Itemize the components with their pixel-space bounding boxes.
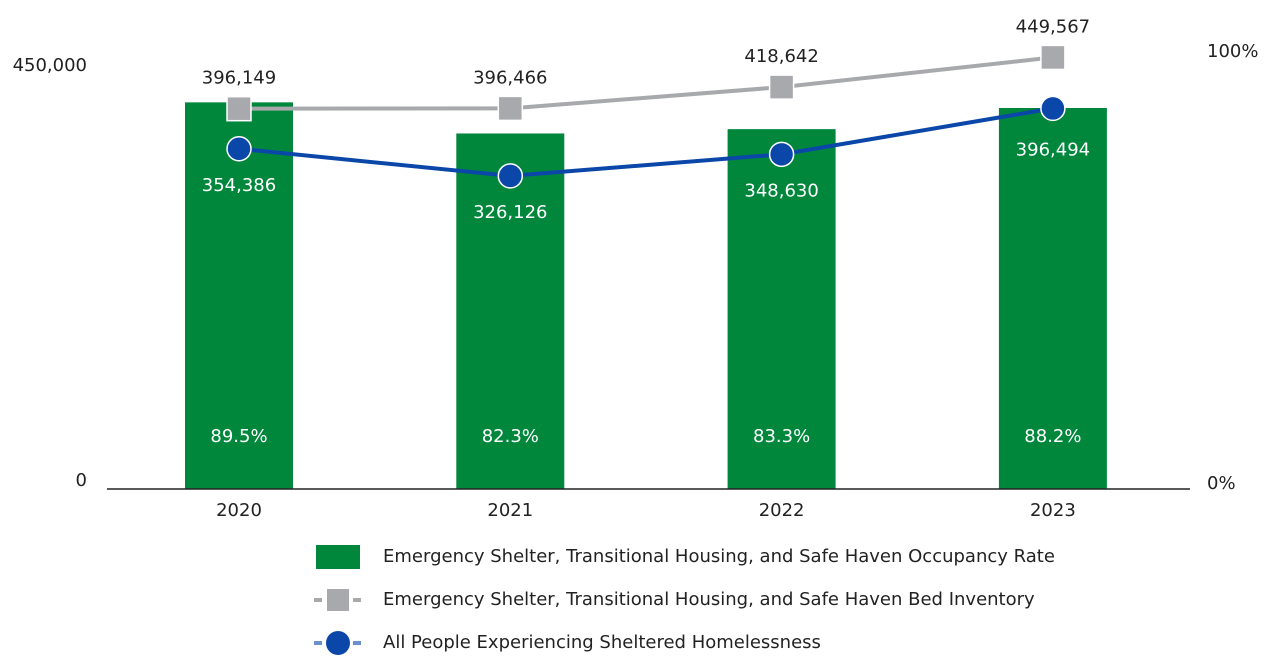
marker <box>1040 44 1066 71</box>
y2-tick-label: 0% <box>1207 473 1236 494</box>
bar-label: 89.5% <box>210 426 267 447</box>
marker <box>1040 95 1066 122</box>
data-label: 354,386 <box>202 175 276 196</box>
marker <box>768 74 795 100</box>
marker <box>226 95 252 122</box>
data-label: 326,126 <box>473 202 547 223</box>
legend-label: Emergency Shelter, Transitional Housing,… <box>383 546 1055 567</box>
marker <box>497 95 524 122</box>
legend-swatch <box>316 545 360 569</box>
legend-label: All People Experiencing Sheltered Homele… <box>383 632 821 653</box>
legend-label: Emergency Shelter, Transitional Housing,… <box>383 589 1035 610</box>
marker <box>497 163 524 189</box>
data-label: 449,567 <box>1016 16 1090 37</box>
x-tick-label: 2022 <box>759 500 805 521</box>
bar <box>998 107 1107 489</box>
y2-tick-label: 100% <box>1207 41 1258 62</box>
line <box>238 106 1054 178</box>
data-label: 396,494 <box>1016 139 1090 160</box>
legend-marker <box>327 589 349 611</box>
x-tick-label: 2021 <box>487 500 533 521</box>
marker <box>226 136 252 162</box>
x-tick-label: 2023 <box>1030 500 1076 521</box>
line <box>238 55 1054 111</box>
y-tick-label: 450,000 <box>13 55 87 76</box>
bar <box>456 133 565 490</box>
data-label: 396,149 <box>202 68 276 89</box>
bar-label: 83.3% <box>753 426 810 447</box>
x-tick-label: 2020 <box>216 500 262 521</box>
legend-marker <box>326 631 350 655</box>
data-label: 396,466 <box>473 67 547 88</box>
y-tick-label: 0 <box>76 470 87 491</box>
data-label: 418,642 <box>744 46 818 67</box>
bar <box>727 129 836 490</box>
data-label: 348,630 <box>744 180 818 201</box>
bar-label: 88.2% <box>1024 426 1081 447</box>
marker <box>768 141 795 168</box>
bar-label: 82.3% <box>482 426 539 447</box>
bar <box>185 102 293 490</box>
